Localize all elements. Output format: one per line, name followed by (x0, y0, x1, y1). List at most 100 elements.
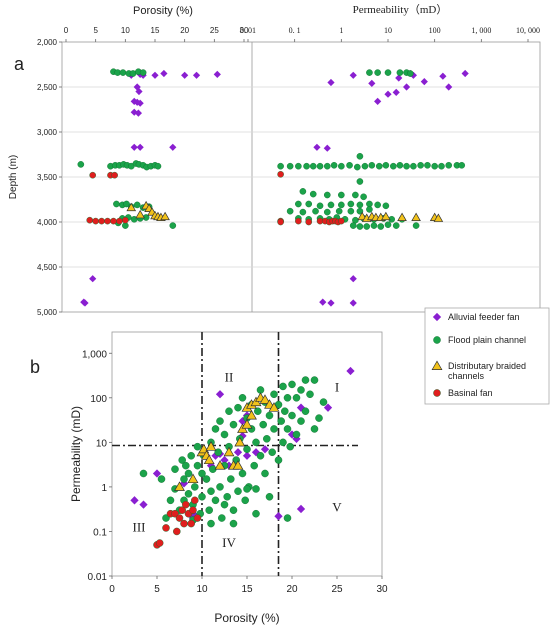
data-point-distributary (223, 446, 235, 457)
panel-b-x-tick-label: 15 (241, 584, 253, 595)
data-point-flood (295, 162, 302, 170)
data-point-flood (211, 496, 220, 505)
data-point-flood (366, 69, 373, 76)
data-point-flood (286, 162, 294, 170)
data-point-flood (184, 469, 193, 478)
data-point-flood (445, 161, 453, 169)
data-point-flood (243, 485, 251, 493)
data-point-flood (347, 200, 355, 208)
panel-b-xlabel: Porosity (%) (214, 611, 279, 625)
panel-b-y-tick-label: 1 (101, 483, 107, 494)
permeability-tick-label: 10, 000 (516, 26, 540, 35)
data-point-flood (198, 469, 206, 478)
legend-label-basinal: Basinal fan (448, 388, 493, 398)
data-point-basinal (86, 216, 94, 224)
data-point-flood (214, 448, 222, 457)
panel-b-plot: b 0 5 10 15 20 25 30 0.01 0.1 1 10 100 1,000 Porosity … (30, 331, 388, 625)
data-point-basinal (295, 217, 302, 225)
data-point-flood (234, 403, 242, 412)
porosity-tick-label: 15 (151, 26, 160, 35)
data-point-alluvial (181, 71, 189, 79)
data-point-distributary (268, 402, 280, 412)
permeability-tick-label: 1 (339, 26, 343, 35)
panel-b-x-tick-label: 0 (109, 584, 115, 595)
panel-a-permeability-plot: Permeability（mD） 0. 01 0. 1 1 10 100 1, 000 10,… (240, 3, 540, 307)
data-point-flood (270, 425, 278, 433)
data-point-basinal (98, 217, 105, 225)
permeability-tick-label: 0. 1 (289, 26, 301, 35)
data-point-alluvial (136, 143, 144, 151)
depth-tick-label: 4,500 (37, 263, 58, 272)
data-point-flood (352, 191, 359, 199)
permeability-tick-label: 0. 01 (240, 26, 256, 35)
data-point-flood (335, 207, 343, 215)
data-point-distributary (381, 211, 391, 221)
data-point-alluvial (402, 83, 411, 91)
data-point-alluvial (296, 504, 306, 514)
data-point-basinal (193, 514, 202, 522)
data-point-alluvial (160, 69, 168, 78)
data-point-alluvial (89, 275, 97, 283)
data-point-flood (139, 469, 148, 478)
data-point-basinal (187, 519, 195, 528)
data-point-basinal (111, 171, 118, 179)
data-point-distributary (214, 460, 226, 470)
data-point-flood (252, 509, 260, 518)
porosity-tick-label: 25 (210, 26, 219, 35)
series-distributary (174, 392, 280, 491)
panel-b-x-tick-label: 30 (376, 584, 388, 595)
panel-b-y-tick-label: 10 (96, 438, 108, 449)
data-point-distributary (203, 454, 215, 465)
data-point-flood (252, 438, 260, 447)
data-point-flood (250, 461, 258, 470)
depth-tick-label: 5,000 (37, 308, 58, 317)
data-point-flood (349, 222, 357, 229)
legend-box (424, 307, 550, 405)
data-point-flood (252, 485, 260, 493)
region-label: IV (222, 535, 236, 550)
data-point-basinal (277, 218, 284, 226)
data-point-flood (205, 506, 213, 514)
data-point-flood (368, 161, 376, 169)
data-point-flood (309, 162, 317, 170)
data-point-flood (410, 162, 417, 170)
data-point-distributary (232, 460, 244, 470)
data-point-flood (238, 469, 247, 478)
data-point-flood (306, 390, 314, 399)
data-point-alluvial (242, 451, 252, 460)
data-point-flood (438, 162, 445, 170)
data-point-flood (198, 493, 206, 501)
data-point-flood (299, 208, 307, 216)
data-point-flood (354, 163, 361, 171)
data-point-alluvial (169, 143, 177, 151)
data-point-alluvial (238, 431, 247, 440)
series-flood (139, 376, 328, 528)
data-point-basinal (191, 496, 199, 505)
series-alluvial (80, 69, 221, 307)
data-point-flood (227, 475, 235, 483)
data-point-alluvial (349, 71, 357, 79)
data-point-alluvial (192, 71, 201, 79)
series-distributary (357, 211, 444, 222)
data-point-flood (193, 442, 202, 451)
data-point-flood (309, 190, 317, 198)
data-point-flood (346, 161, 353, 169)
data-point-flood (77, 161, 85, 168)
data-point-flood (356, 152, 364, 160)
porosity-tick-label: 10 (121, 26, 130, 35)
legend-marker-distributary (431, 360, 443, 370)
data-point-distributary (397, 212, 407, 221)
data-point-flood (191, 483, 199, 491)
data-point-flood (283, 425, 292, 433)
data-point-alluvial (313, 143, 321, 151)
data-point-flood (263, 435, 271, 443)
data-point-basinal (277, 170, 284, 178)
data-point-alluvial (151, 71, 159, 79)
data-point-alluvial (349, 299, 357, 307)
panel-a-permeability-xlabel: Permeability（mD） (353, 3, 448, 16)
data-point-basinal (110, 217, 117, 225)
data-point-alluvial (238, 416, 247, 426)
depth-tick-label: 3,000 (37, 128, 58, 137)
data-point-flood (361, 162, 369, 170)
data-point-flood (417, 161, 424, 169)
